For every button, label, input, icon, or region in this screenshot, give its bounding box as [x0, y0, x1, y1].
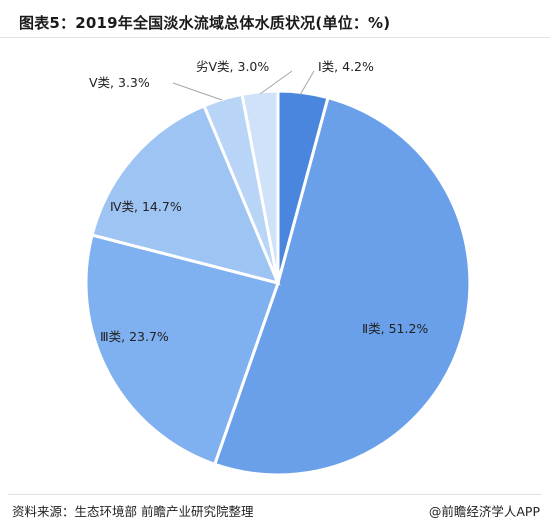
leader-line-6	[259, 70, 293, 95]
leader-line-1	[299, 70, 315, 96]
pie-slices	[84, 89, 472, 477]
slice-label-1: Ⅰ类, 4.2%	[318, 59, 374, 74]
slice-label-3: Ⅲ类, 23.7%	[100, 329, 169, 344]
footer-divider	[8, 494, 542, 495]
source-note: 资料来源：生态环境部 前瞻产业研究院整理	[12, 504, 254, 519]
pie-data-labels: Ⅰ类, 4.2% Ⅱ类, 51.2% Ⅲ类, 23.7% Ⅳ类, 14.7% Ⅴ类, 3…	[89, 59, 428, 344]
pie-slice-4	[90, 103, 281, 286]
slice-label-4: Ⅳ类, 14.7%	[110, 199, 182, 214]
pie-slice-2	[212, 95, 472, 477]
pie-slice-6	[240, 89, 280, 284]
slice-label-5: Ⅴ类, 3.3%	[89, 75, 150, 90]
pie-slice-3	[84, 233, 280, 467]
title-divider	[0, 37, 550, 38]
leader-line-5	[172, 82, 223, 101]
label-leader-lines	[172, 70, 315, 101]
slice-label-6: 劣Ⅴ类, 3.0%	[196, 59, 269, 74]
brand-credit: @前瞻经济学人APP	[428, 504, 540, 519]
chart-title: 图表5：2019年全国淡水流域总体水质状况(单位：%)	[19, 14, 391, 32]
slice-label-2: Ⅱ类, 51.2%	[362, 321, 428, 336]
